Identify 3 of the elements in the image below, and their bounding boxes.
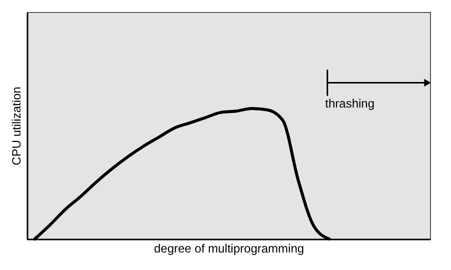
y-axis-title: CPU utilization xyxy=(10,86,24,166)
annotation: thrashing xyxy=(325,96,375,110)
x-axis-title: degree of multiprogramming xyxy=(154,242,304,256)
